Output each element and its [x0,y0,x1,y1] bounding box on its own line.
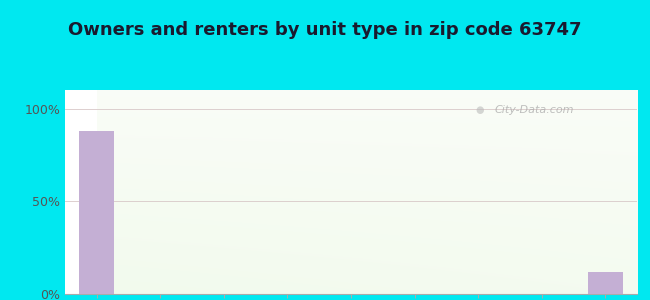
Bar [588,272,623,294]
Text: City-Data.com: City-Data.com [494,105,574,116]
Text: Owners and renters by unit type in zip code 63747: Owners and renters by unit type in zip c… [68,21,582,39]
Text: ●: ● [475,105,484,116]
Bar [79,131,114,294]
